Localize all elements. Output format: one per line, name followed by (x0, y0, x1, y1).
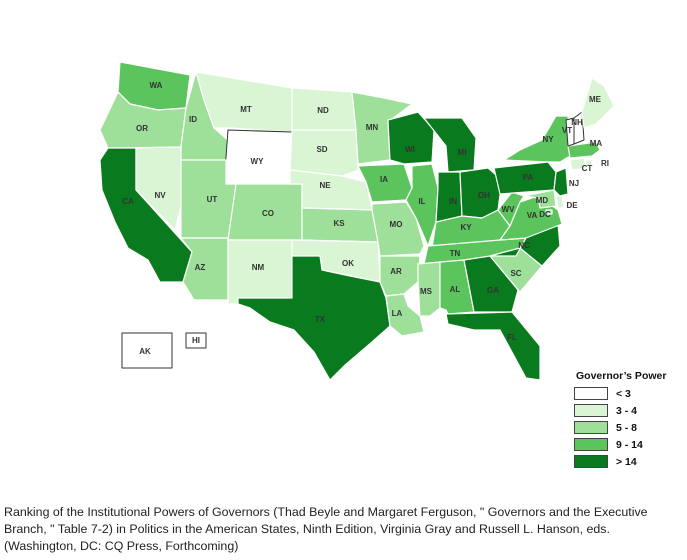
state-dc (545, 209, 553, 215)
legend-label: 5 - 8 (616, 421, 638, 434)
us-governor-power-map: WA OR CA NV ID MT WY UT AZ CO NM ND SD NE KS OK TX MN IA MO… (99, 61, 684, 470)
legend-label: > 14 (616, 455, 637, 468)
legend-swatch (574, 387, 608, 400)
state-ri (585, 159, 593, 167)
state-label-ny: NY (542, 135, 554, 144)
state-label-il: IL (418, 197, 425, 206)
state-la (385, 293, 425, 337)
state-label-mt: MT (240, 105, 252, 114)
us-map-svg: WA OR CA NV ID MT WY UT AZ CO NM ND SD NE KS OK TX MN IA MO… (99, 61, 615, 381)
state-label-nm: NM (252, 263, 265, 272)
state-label-ar: AR (390, 267, 402, 276)
state-label-pa: PA (523, 173, 534, 182)
state-label-tn: TN (450, 249, 461, 258)
state-label-sc: SC (510, 269, 521, 278)
state-label-me: ME (589, 95, 602, 104)
state-label-ut: UT (207, 195, 218, 204)
state-label-ia: IA (380, 175, 388, 184)
legend-swatch (574, 438, 608, 451)
state-nm (227, 239, 293, 305)
figure-caption: Ranking of the Institutional Powers of G… (4, 505, 648, 553)
state-label-ms: MS (420, 287, 433, 296)
state-label-az: AZ (195, 263, 206, 272)
state-label-va: VA (527, 211, 538, 220)
state-label-ga: GA (487, 286, 499, 295)
state-label-ma: MA (590, 139, 603, 148)
state-label-ok: OK (342, 259, 354, 268)
state-label-fl: FL (507, 333, 517, 342)
state-wi (387, 111, 435, 165)
state-nv (135, 146, 182, 231)
state-label-ak: AK (139, 347, 151, 356)
state-label-wa: WA (150, 81, 163, 90)
state-mo (371, 201, 425, 257)
legend-item: < 3 (574, 385, 684, 402)
state-nc (489, 223, 561, 267)
state-hi (185, 332, 207, 349)
legend-label: < 3 (616, 387, 631, 400)
state-label-id: ID (189, 115, 197, 124)
state-nh (573, 111, 585, 145)
labels-layer: WA OR CA NV ID MT WY UT AZ CO NM ND SD NE KS OK TX MN IA MO… (122, 81, 609, 356)
state-wv (497, 191, 525, 227)
state-label-wi: WI (405, 145, 415, 154)
state-label-co: CO (262, 209, 274, 218)
state-label-ri: RI (601, 159, 609, 168)
legend-item: 5 - 8 (574, 419, 684, 436)
state-label-al: AL (450, 285, 461, 294)
state-label-nd: ND (317, 106, 329, 115)
state-ar (379, 255, 421, 297)
state-label-ne: NE (319, 181, 331, 190)
legend: Governor’s Power < 3 3 - 4 5 - 8 9 - 14 … (574, 370, 684, 470)
legend-label: 3 - 4 (616, 404, 638, 417)
state-label-ct: CT (582, 164, 593, 173)
legend-label: 9 - 14 (616, 438, 643, 451)
legend-swatch (574, 421, 608, 434)
state-label-ks: KS (333, 219, 345, 228)
state-label-nh: NH (571, 118, 583, 127)
state-label-ky: KY (460, 223, 472, 232)
state-label-nj: NJ (569, 179, 579, 188)
state-label-tx: TX (315, 315, 326, 324)
state-nj (553, 167, 569, 197)
state-tx (237, 255, 391, 381)
state-ct (569, 157, 587, 171)
state-fl (445, 311, 541, 381)
state-ak (121, 332, 173, 369)
legend-swatch (574, 455, 608, 468)
state-label-wv: WV (502, 205, 516, 214)
state-ne (289, 169, 373, 211)
state-md (523, 189, 557, 209)
state-label-sd: SD (316, 145, 327, 154)
state-label-mo: MO (390, 220, 403, 229)
state-label-la: LA (392, 309, 403, 318)
state-label-mi: MI (458, 148, 467, 157)
state-label-ca: CA (122, 197, 134, 206)
state-label-wy: WY (251, 157, 265, 166)
state-ga (463, 255, 519, 313)
state-label-dc: DC (539, 210, 551, 219)
state-label-vt: VT (562, 126, 572, 135)
legend-item: 3 - 4 (574, 402, 684, 419)
legend-item: > 14 (574, 453, 684, 470)
state-label-or: OR (136, 124, 148, 133)
state-label-in: IN (449, 197, 457, 206)
state-sd (289, 129, 359, 177)
state-de (555, 195, 565, 209)
legend-swatch (574, 404, 608, 417)
legend-title: Governor’s Power (576, 370, 667, 382)
state-label-de: DE (566, 201, 578, 210)
legend-item: 9 - 14 (574, 436, 684, 453)
states-layer (99, 61, 615, 381)
state-label-md: MD (536, 196, 549, 205)
state-ny (503, 115, 571, 163)
state-me (581, 77, 615, 129)
state-ma (567, 141, 601, 159)
state-label-nc: NC (518, 241, 530, 250)
state-label-oh: OH (478, 191, 490, 200)
state-label-hi: HI (192, 336, 200, 345)
state-label-nv: NV (154, 191, 166, 200)
state-label-mn: MN (366, 123, 379, 132)
